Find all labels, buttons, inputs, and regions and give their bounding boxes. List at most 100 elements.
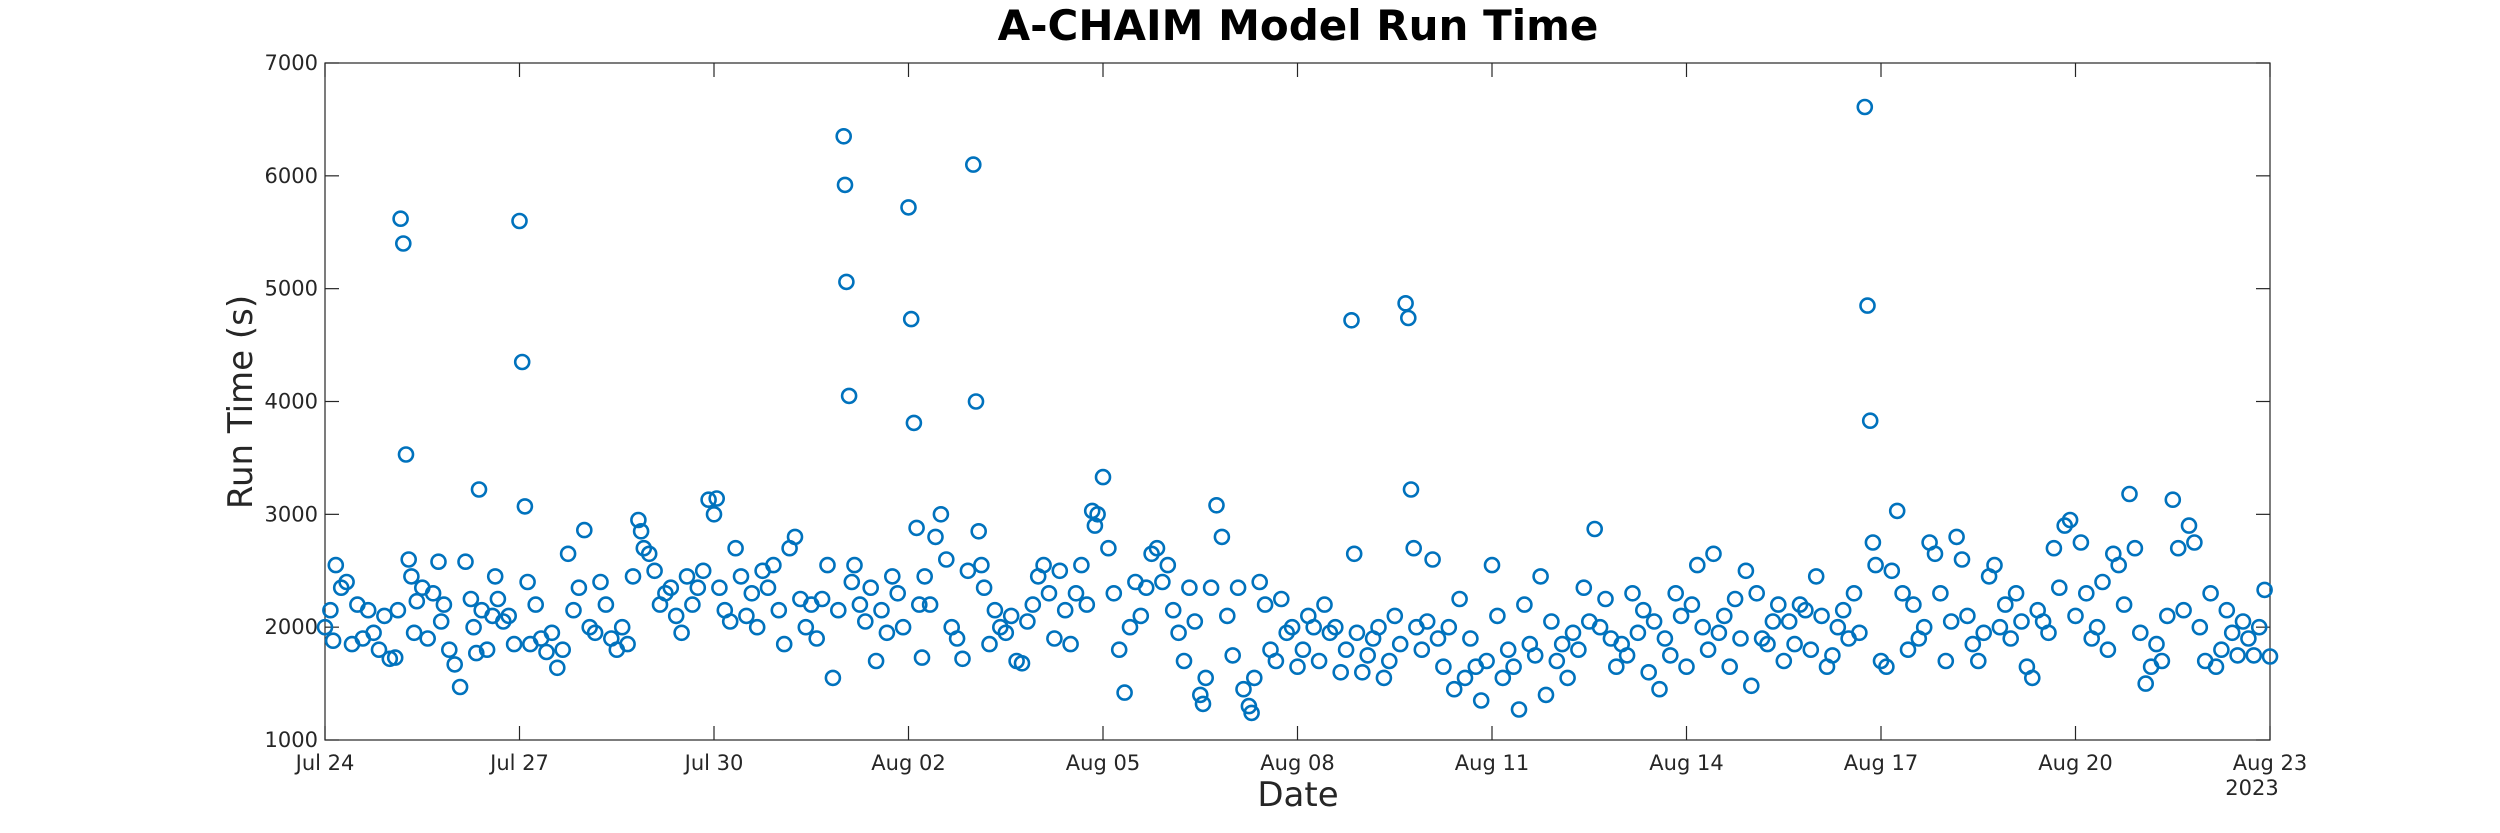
- data-point: [1078, 596, 1096, 613]
- data-point: [457, 553, 474, 571]
- data-point: [1170, 624, 1187, 642]
- data-point: [392, 210, 409, 227]
- data-point: [743, 584, 761, 602]
- data-point: [1418, 613, 1436, 630]
- data-point: [689, 579, 707, 597]
- x-axis-title: Date: [1257, 775, 1338, 815]
- data-point: [570, 579, 588, 597]
- data-point: [1553, 635, 1571, 653]
- data-point: [967, 393, 985, 410]
- data-point: [1608, 658, 1625, 676]
- data-point: [711, 579, 728, 597]
- data-point: [2180, 517, 2198, 534]
- data-point: [2240, 630, 2257, 647]
- data-point: [835, 128, 853, 145]
- data-point: [519, 573, 536, 591]
- data-point: [2229, 647, 2246, 664]
- data-point: [727, 539, 744, 557]
- data-point: [986, 601, 1004, 619]
- data-point: [2078, 584, 2095, 602]
- data-point: [1483, 556, 1501, 574]
- data-point: [1402, 481, 1420, 498]
- data-point: [889, 584, 907, 602]
- data-point: [548, 659, 566, 677]
- data-point: [700, 491, 717, 509]
- data-point: [2186, 534, 2203, 551]
- data-point: [1073, 556, 1090, 574]
- data-point: [462, 590, 480, 608]
- data-point: [435, 596, 453, 613]
- data-point: [1824, 647, 1841, 664]
- data-point: [376, 607, 393, 625]
- data-point: [1327, 618, 1344, 636]
- data-point: [2024, 669, 2041, 687]
- data-point: [1851, 624, 1868, 642]
- x-tick-label: Aug 05: [1066, 751, 1140, 775]
- data-point: [856, 613, 874, 630]
- data-point: [1915, 618, 1933, 636]
- data-point: [975, 579, 993, 597]
- data-point: [419, 630, 437, 647]
- data-point: [1813, 607, 1830, 625]
- data-point: [1867, 556, 1884, 574]
- data-point: [973, 556, 990, 574]
- data-point: [1932, 584, 1949, 602]
- data-point: [1256, 596, 1274, 613]
- data-point: [2223, 624, 2241, 642]
- data-point: [765, 556, 782, 574]
- data-point: [1786, 635, 1803, 653]
- data-point: [1716, 607, 1733, 625]
- data-point: [1310, 652, 1328, 670]
- data-point: [1213, 528, 1231, 546]
- data-point: [708, 490, 726, 507]
- data-point: [2159, 607, 2176, 625]
- data-point: [394, 235, 412, 252]
- y-tick-label: 7000: [265, 51, 318, 75]
- data-point: [1894, 584, 1911, 602]
- data-point: [964, 156, 982, 173]
- data-point: [932, 505, 950, 523]
- data-point: [2245, 647, 2263, 664]
- data-point: [1040, 584, 1058, 602]
- data-point: [2234, 613, 2252, 630]
- data-point: [1056, 601, 1074, 619]
- data-point: [397, 446, 415, 463]
- data-point: [424, 584, 442, 602]
- x-axis-year-label: 2023: [2225, 776, 2278, 800]
- data-point: [1624, 584, 1641, 602]
- data-point: [678, 568, 696, 585]
- x-tick-label: Aug 20: [2038, 751, 2112, 775]
- data-point: [1645, 613, 1663, 630]
- data-point: [883, 568, 901, 585]
- data-point: [1807, 568, 1825, 585]
- data-point: [1246, 669, 1263, 687]
- data-point: [527, 596, 545, 613]
- data-point: [684, 596, 701, 613]
- data-point: [1732, 630, 1749, 647]
- data-point: [2256, 581, 2273, 599]
- data-point: [365, 624, 382, 642]
- data-point: [386, 649, 404, 666]
- data-point: [1683, 596, 1701, 613]
- data-point: [748, 618, 766, 636]
- data-point: [1086, 517, 1104, 534]
- data-point: [630, 511, 647, 529]
- data-point: [1192, 686, 1209, 704]
- x-tick-label: Jul 30: [683, 751, 744, 775]
- data-point: [1499, 641, 1517, 659]
- data-point: [2126, 539, 2144, 557]
- data-point: [1159, 556, 1177, 574]
- data-point: [1759, 635, 1776, 653]
- data-point: [1089, 505, 1106, 523]
- data-point: [1905, 596, 1922, 613]
- data-point: [1024, 596, 1042, 613]
- data-point: [500, 607, 518, 625]
- data-point: [1667, 584, 1684, 602]
- data-point: [597, 596, 615, 613]
- data-point: [432, 613, 450, 630]
- data-point: [624, 568, 642, 585]
- data-point: [1035, 556, 1052, 574]
- data-point: [843, 573, 861, 591]
- data-point: [846, 556, 863, 574]
- data-point: [1305, 618, 1322, 636]
